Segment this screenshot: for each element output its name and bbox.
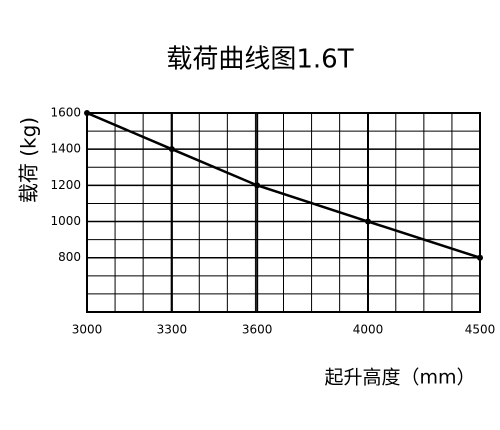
point [84, 110, 90, 116]
y-tick-label: 1000 [50, 214, 81, 228]
x-tick-label: 4000 [353, 323, 384, 337]
point [477, 254, 483, 261]
x-tick-label: 3600 [242, 323, 273, 337]
point [364, 218, 371, 225]
y-tick-label: 1200 [50, 178, 81, 192]
point [254, 182, 261, 189]
x-axis-label: 起升高度（mm） [324, 367, 475, 389]
y-tick-label: 1600 [50, 106, 81, 120]
y-tick-label: 1400 [50, 142, 81, 156]
plot-frame [86, 112, 481, 313]
y-tick-label: 800 [58, 250, 81, 264]
chart-title: 载荷曲线图1.6T [166, 45, 353, 75]
x-tick-label: 3000 [72, 323, 103, 337]
y-axis-label: 载荷 (kg) [17, 117, 41, 203]
point [168, 146, 175, 153]
x-tick-label: 4500 [465, 323, 496, 337]
x-tick-label: 3300 [157, 323, 188, 337]
